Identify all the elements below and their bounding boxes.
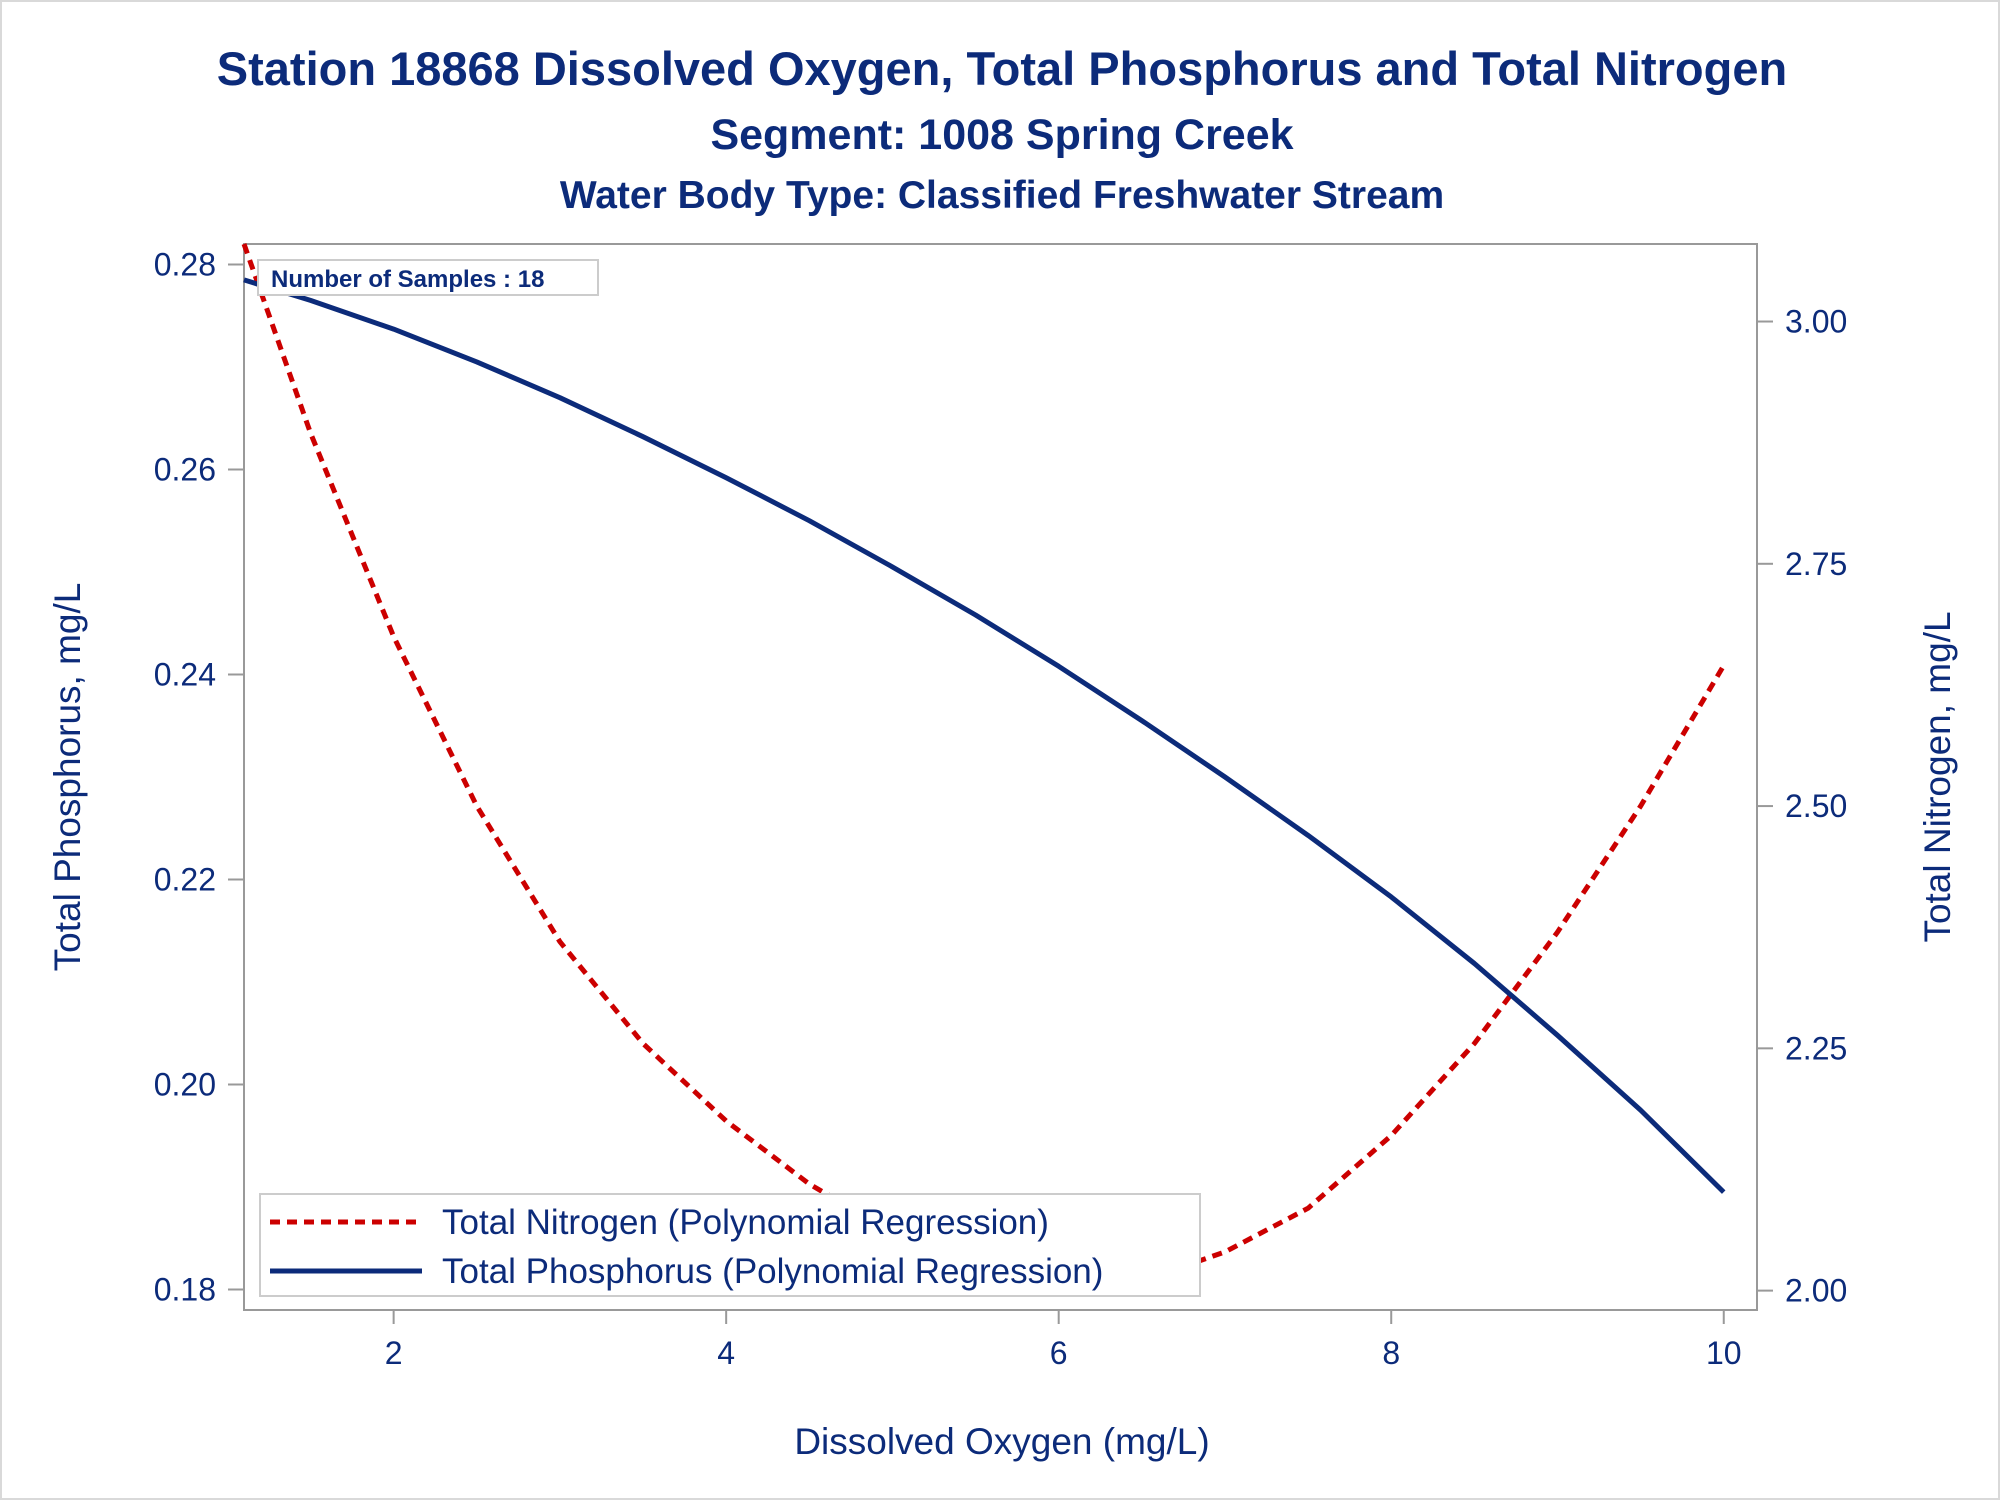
x-axis-ticks: 2 4 6 8 10 <box>385 1310 1742 1371</box>
legend-label-nitrogen: Total Nitrogen (Polynomial Regression) <box>442 1203 1049 1242</box>
x-tick-label: 8 <box>1382 1335 1400 1371</box>
series-line-total-nitrogen <box>241 243 1726 1289</box>
left-y-tick-label: 0.24 <box>154 657 216 693</box>
left-y-tick-label: 0.18 <box>154 1272 216 1308</box>
chart-subtitle-2: Water Body Type: Classified Freshwater S… <box>560 174 1444 217</box>
legend-box <box>259 1193 1201 1297</box>
right-y-tick-label: 2.25 <box>1785 1030 1847 1066</box>
right-y-tick-label: 2.50 <box>1785 788 1847 824</box>
legend-label-phosphorus: Total Phosphorus (Polynomial Regression) <box>442 1252 1103 1291</box>
left-y-tick-label: 0.20 <box>154 1067 216 1103</box>
left-y-axis-ticks: 0.18 0.20 0.22 0.24 0.26 0.28 <box>154 247 244 1308</box>
annotation-box <box>257 259 599 296</box>
x-axis-label: Dissolved Oxygen (mg/L) <box>794 1421 1209 1462</box>
left-y-tick-label: 0.26 <box>154 452 216 488</box>
chart-title: Station 18868 Dissolved Oxygen, Total Ph… <box>217 42 1787 95</box>
annotation-text: Number of Samples : 18 <box>271 266 544 293</box>
right-y-axis-label: Total Nitrogen, mg/L <box>1917 611 1958 942</box>
right-y-tick-label: 3.00 <box>1785 304 1847 340</box>
chart-subtitle: Segment: 1008 Spring Creek <box>710 111 1293 159</box>
x-tick-label: 6 <box>1050 1335 1068 1371</box>
legend: Total Nitrogen (Polynomial Regression) T… <box>259 1193 1201 1297</box>
right-y-tick-label: 2.75 <box>1785 546 1847 582</box>
right-y-tick-label: 2.00 <box>1785 1273 1847 1309</box>
left-y-tick-label: 0.22 <box>154 862 216 898</box>
series-layer <box>241 243 1726 1289</box>
series-line-total-phosphorus <box>243 277 1726 1194</box>
x-tick-label: 2 <box>385 1335 403 1371</box>
plot-area <box>243 243 1758 1311</box>
left-y-tick-label: 0.28 <box>154 247 216 283</box>
left-y-axis-label: Total Phosphorus, mg/L <box>47 583 88 972</box>
right-y-axis-ticks: 2.00 2.25 2.50 2.75 3.00 <box>1757 304 1847 1309</box>
sample-count-annotation: Number of Samples : 18 <box>257 259 599 296</box>
x-tick-label: 10 <box>1706 1335 1742 1371</box>
x-tick-label: 4 <box>717 1335 735 1371</box>
